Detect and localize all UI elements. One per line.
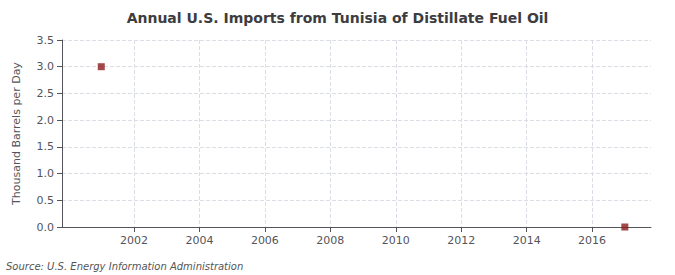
svg-text:3.5: 3.5 [37, 34, 55, 47]
svg-text:2002: 2002 [120, 234, 148, 247]
svg-text:0.5: 0.5 [37, 194, 55, 207]
svg-text:2016: 2016 [578, 234, 606, 247]
svg-text:2006: 2006 [251, 234, 279, 247]
svg-text:3.0: 3.0 [37, 60, 55, 73]
svg-text:Thousand Barrels per Day: Thousand Barrels per Day [10, 62, 23, 206]
svg-text:2014: 2014 [513, 234, 541, 247]
svg-text:2012: 2012 [447, 234, 475, 247]
svg-text:2008: 2008 [316, 234, 344, 247]
svg-text:2.0: 2.0 [37, 114, 55, 127]
svg-text:Source: U.S. Energy Informatio: Source: U.S. Energy Information Administ… [6, 261, 243, 272]
svg-text:2.5: 2.5 [37, 87, 55, 100]
svg-text:2010: 2010 [382, 234, 410, 247]
svg-text:1.5: 1.5 [37, 140, 55, 153]
svg-text:0.0: 0.0 [37, 221, 55, 234]
svg-text:Annual U.S. Imports from Tunis: Annual U.S. Imports from Tunisia of Dist… [127, 10, 549, 26]
svg-text:2004: 2004 [185, 234, 213, 247]
svg-text:1.0: 1.0 [37, 167, 55, 180]
